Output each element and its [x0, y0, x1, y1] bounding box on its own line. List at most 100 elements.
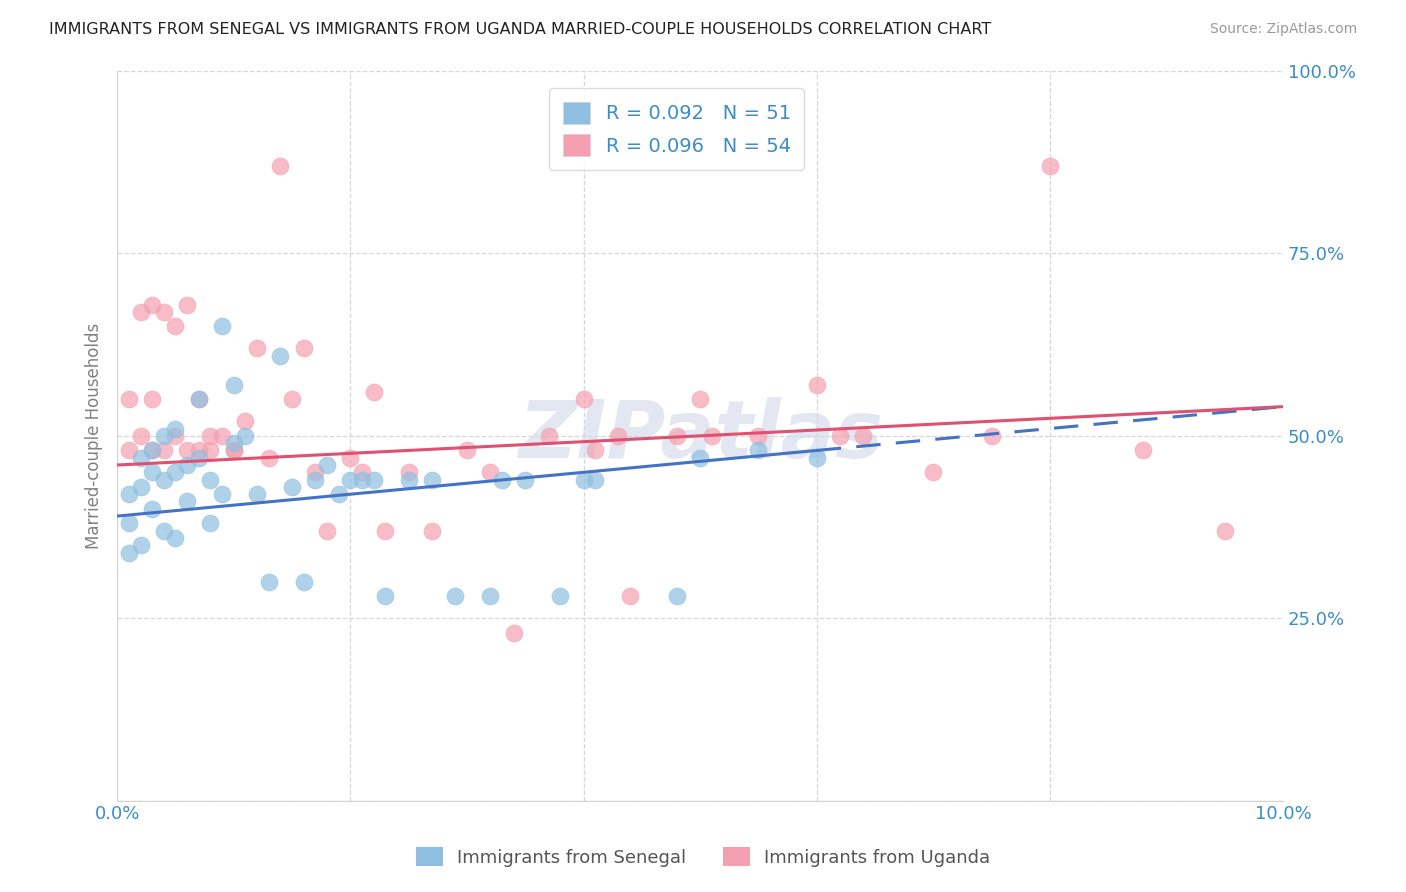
Point: [1039, 159, 1062, 173]
Point: [129, 480, 152, 494]
Legend: R = 0.092   N = 51, R = 0.096   N = 54: R = 0.092 N = 51, R = 0.096 N = 54: [550, 88, 804, 170]
Point: [420, 524, 443, 538]
Point: [269, 349, 291, 363]
Point: [200, 443, 222, 458]
Point: [420, 473, 443, 487]
Point: [187, 443, 209, 458]
Point: [141, 297, 163, 311]
Point: [479, 466, 502, 480]
Point: [363, 473, 385, 487]
Point: [165, 421, 187, 435]
Point: [211, 487, 233, 501]
Point: [747, 443, 769, 458]
Point: [269, 159, 291, 173]
Text: ZIPatlas: ZIPatlas: [517, 397, 883, 475]
Point: [222, 443, 245, 458]
Point: [211, 429, 233, 443]
Point: [515, 473, 537, 487]
Point: [165, 319, 187, 334]
Point: [689, 450, 711, 465]
Point: [129, 429, 152, 443]
Point: [176, 458, 198, 472]
Point: [502, 625, 524, 640]
Point: [153, 429, 176, 443]
Point: [222, 443, 245, 458]
Point: [118, 516, 141, 531]
Point: [572, 392, 595, 407]
Point: [316, 458, 339, 472]
Point: [339, 450, 361, 465]
Point: [141, 501, 163, 516]
Point: [118, 392, 141, 407]
Point: [456, 443, 478, 458]
Point: [153, 443, 176, 458]
Point: [700, 429, 723, 443]
Point: [200, 473, 222, 487]
Point: [257, 450, 280, 465]
Point: [246, 487, 269, 501]
Point: [852, 429, 875, 443]
Point: [328, 487, 350, 501]
Point: [583, 473, 606, 487]
Point: [129, 305, 152, 319]
Point: [187, 450, 209, 465]
Point: [246, 341, 269, 355]
Point: [176, 494, 198, 508]
Point: [339, 473, 361, 487]
Point: [118, 545, 141, 559]
Point: [165, 429, 187, 443]
Point: [165, 466, 187, 480]
Legend: Immigrants from Senegal, Immigrants from Uganda: Immigrants from Senegal, Immigrants from…: [409, 840, 997, 874]
Point: [828, 429, 851, 443]
Point: [374, 524, 396, 538]
Point: [200, 516, 222, 531]
Point: [374, 590, 396, 604]
Point: [537, 429, 560, 443]
Point: [619, 590, 641, 604]
Text: IMMIGRANTS FROM SENEGAL VS IMMIGRANTS FROM UGANDA MARRIED-COUPLE HOUSEHOLDS CORR: IMMIGRANTS FROM SENEGAL VS IMMIGRANTS FR…: [49, 22, 991, 37]
Point: [747, 429, 769, 443]
Point: [187, 392, 209, 407]
Point: [118, 443, 141, 458]
Point: [222, 436, 245, 450]
Point: [257, 574, 280, 589]
Point: [1132, 443, 1154, 458]
Point: [141, 466, 163, 480]
Point: [806, 450, 828, 465]
Point: [222, 377, 245, 392]
Point: [129, 538, 152, 552]
Point: [363, 385, 385, 400]
Point: [572, 473, 595, 487]
Point: [665, 590, 688, 604]
Point: [141, 443, 163, 458]
Point: [118, 487, 141, 501]
Point: [141, 443, 163, 458]
Point: [211, 319, 233, 334]
Point: [583, 443, 606, 458]
Point: [1213, 524, 1236, 538]
Text: Source: ZipAtlas.com: Source: ZipAtlas.com: [1209, 22, 1357, 37]
Point: [806, 377, 828, 392]
Point: [176, 443, 198, 458]
Point: [548, 590, 571, 604]
Point: [980, 429, 1002, 443]
Y-axis label: Married-couple Households: Married-couple Households: [86, 323, 103, 549]
Point: [350, 473, 373, 487]
Point: [350, 466, 373, 480]
Point: [398, 473, 420, 487]
Point: [235, 429, 257, 443]
Point: [607, 429, 630, 443]
Point: [304, 473, 326, 487]
Point: [153, 473, 176, 487]
Point: [665, 429, 688, 443]
Point: [200, 429, 222, 443]
Point: [281, 480, 304, 494]
Point: [235, 414, 257, 428]
Point: [292, 574, 315, 589]
Point: [292, 341, 315, 355]
Point: [281, 392, 304, 407]
Point: [398, 466, 420, 480]
Point: [129, 450, 152, 465]
Point: [689, 392, 711, 407]
Point: [153, 524, 176, 538]
